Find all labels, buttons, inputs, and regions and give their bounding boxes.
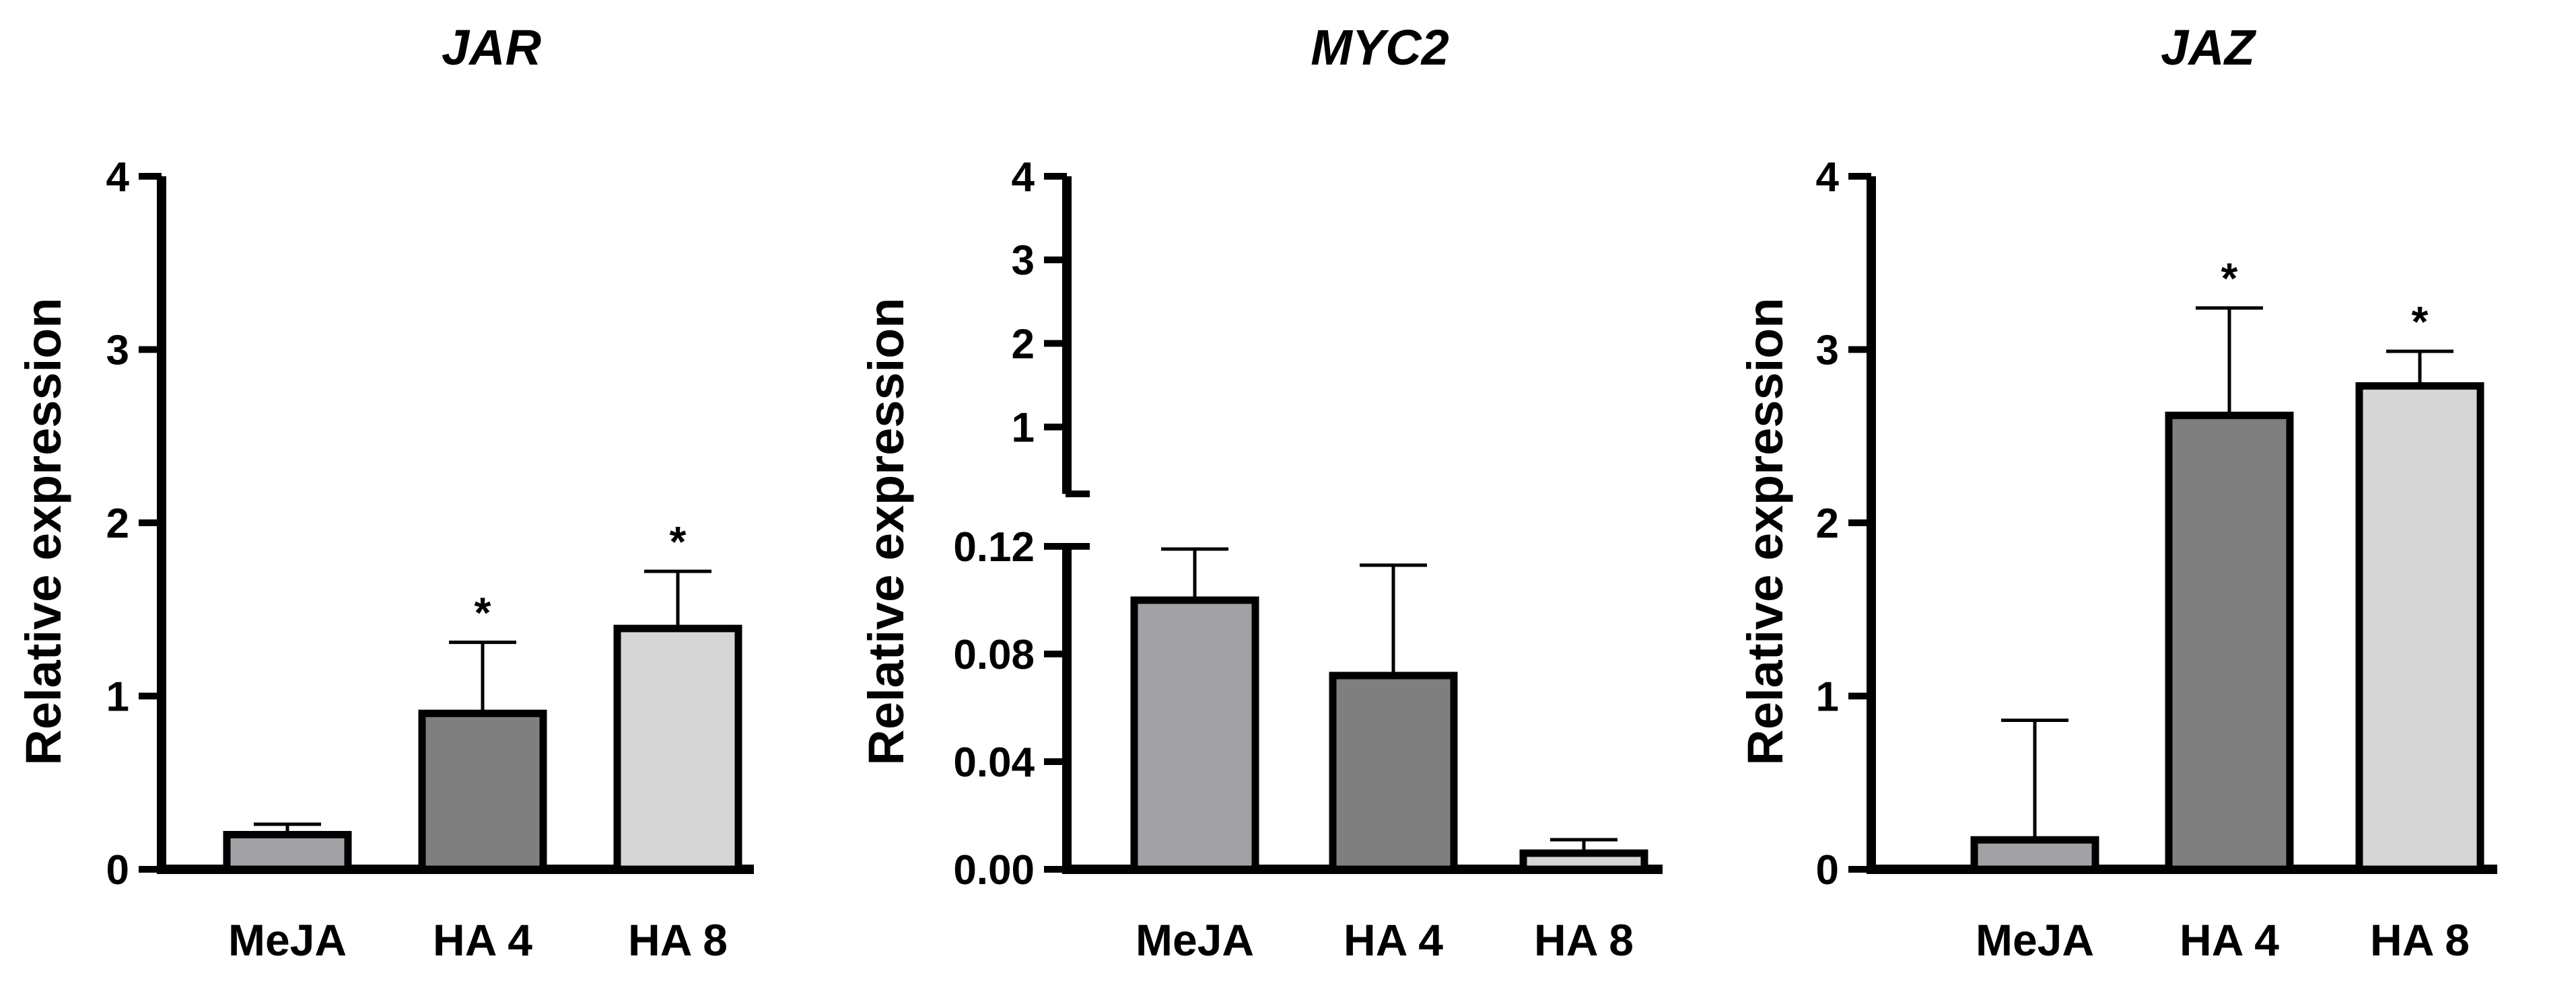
chart-title: JAZ	[2161, 20, 2257, 75]
y-tick-label: 4	[1012, 154, 1035, 201]
y-tick-label: 0	[106, 847, 129, 894]
x-category-label: HA 8	[628, 915, 728, 965]
y-axis-title: Relative expression	[1737, 297, 1793, 765]
y-tick-label: 3	[1012, 238, 1035, 284]
y-tick-label: 0.12	[953, 524, 1035, 571]
bar-group-ha-8: HA 8	[1519, 838, 1648, 965]
x-category-label: HA 4	[1344, 915, 1443, 965]
bar-group-meja: MeJA	[1130, 547, 1259, 965]
significance-marker: *	[475, 589, 491, 637]
bar-group-ha-4: HA 4	[1329, 563, 1458, 965]
chart-panel-myc2: MYC2 Relative expression 0.00 0.04 0.08 0.12 1…	[858, 20, 1663, 965]
y-tick-label: 2	[106, 501, 129, 547]
bar-group-ha-8: * HA 8	[2355, 297, 2484, 965]
x-category-label: MeJA	[228, 915, 347, 965]
y-tick-label: 4	[1816, 154, 1840, 201]
bar	[1329, 671, 1458, 873]
y-tick-label: 4	[106, 154, 130, 201]
bar	[613, 624, 742, 873]
bar-group-ha-8: * HA 8	[613, 517, 742, 965]
bar	[2355, 382, 2484, 873]
y-tick-label: 0.08	[953, 632, 1035, 678]
bar	[1970, 836, 2099, 873]
x-category-label: MeJA	[1136, 915, 1254, 965]
y-tick-label: 1	[1816, 674, 1839, 721]
x-category-label: MeJA	[1976, 915, 2094, 965]
y-tick-label: 3	[1816, 328, 1839, 374]
x-category-label: HA 8	[1534, 915, 1634, 965]
y-tick-label: 0.04	[953, 739, 1035, 786]
bar-group-ha-4: * HA 4	[2165, 254, 2294, 965]
bar-group-meja: MeJA	[223, 822, 352, 965]
bar	[2165, 411, 2294, 873]
chart-panel-jaz: JAZ Relative expression 0 1 2 3 4 MeJA * HA 4 * HA …	[1737, 20, 2497, 965]
y-tick-label: 0	[1816, 847, 1839, 894]
bar	[223, 831, 352, 873]
bar	[418, 709, 547, 873]
significance-marker: *	[2221, 254, 2238, 303]
bar-group-meja: MeJA	[1970, 719, 2099, 965]
chart-title: MYC2	[1311, 20, 1449, 75]
bar	[1130, 596, 1259, 873]
y-tick-label: 1	[106, 674, 129, 721]
y-tick-label: 2	[1012, 321, 1035, 367]
y-tick-label: 0.00	[953, 847, 1035, 894]
bar-group-ha-4: * HA 4	[418, 589, 547, 965]
significance-marker: *	[670, 517, 687, 566]
y-tick-label: 2	[1816, 501, 1839, 547]
x-category-label: HA 4	[433, 915, 532, 965]
chart-title: JAR	[442, 20, 541, 75]
y-tick-label: 3	[106, 328, 129, 374]
y-axis-title: Relative expression	[15, 297, 71, 765]
x-category-label: HA 4	[2180, 915, 2279, 965]
bar	[1519, 849, 1648, 873]
significance-marker: *	[2412, 297, 2429, 346]
chart-panel-jar: JAR Relative expression 0 1 2 3 4 MeJA * HA 4 * HA …	[15, 20, 754, 965]
y-tick-label: 1	[1012, 405, 1035, 451]
x-category-label: HA 8	[2370, 915, 2470, 965]
y-axis-title: Relative expression	[858, 297, 914, 765]
